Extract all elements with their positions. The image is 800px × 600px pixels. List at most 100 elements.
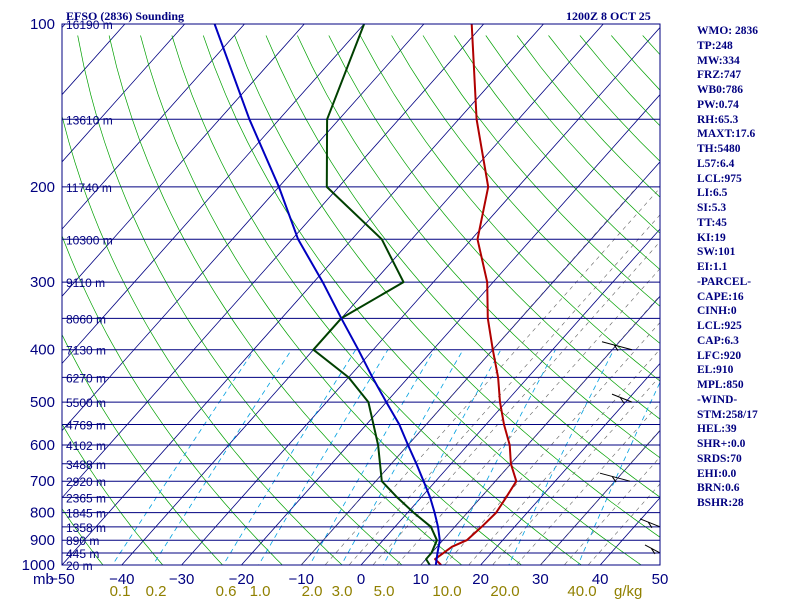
- dry-adiabat: [62, 508, 104, 565]
- isotherm-line: [360, 228, 660, 565]
- wind-barb: [611, 393, 633, 404]
- dry-adiabat: [234, 35, 660, 538]
- index-line: CAPE:16: [697, 290, 744, 303]
- axis-labels: 16190 m 13610 m 11740 m 10300 m 9110 m 8060 m…: [22, 16, 669, 600]
- pressure-unit-label: mb: [33, 571, 54, 588]
- pressure-tick-label: 500: [30, 394, 55, 411]
- dry-adiabat: [454, 35, 660, 271]
- pressure-tick-label: 900: [30, 532, 55, 549]
- wind-barb: [601, 341, 633, 351]
- dry-adiabat: [422, 35, 660, 307]
- isotherm-line: [62, 24, 425, 432]
- index-line: LI:6.5: [697, 187, 728, 200]
- moist-adiabat: [300, 186, 638, 565]
- moist-adiabat: [372, 241, 660, 565]
- mixing-ratio-tick-label: 0.6: [216, 583, 237, 600]
- plot-background: [62, 24, 660, 565]
- temperature-tick-label: −50: [49, 571, 74, 588]
- index-line: FRZ:747: [697, 69, 742, 82]
- mixing-ratio-tick-label: 20.0: [490, 583, 519, 600]
- height-label: 7130 m: [66, 344, 106, 358]
- valid-time: 1200Z 8 OCT 25: [566, 9, 651, 23]
- mixing-ratio-tick-label: 40.0: [567, 583, 596, 600]
- isotherm-line: [62, 24, 365, 365]
- index-line: KI:19: [697, 231, 726, 244]
- dew-point-trace: [312, 24, 438, 565]
- height-label: 20 m: [66, 559, 93, 573]
- height-label: 445 m: [66, 547, 99, 561]
- moist-adiabat: [492, 375, 660, 565]
- index-line: EL:910: [697, 364, 734, 377]
- dry-adiabat: [62, 423, 164, 565]
- dry-adiabat: [391, 35, 660, 344]
- pressure-tick-label: 700: [30, 473, 55, 490]
- moist-adiabat: [396, 268, 660, 565]
- isotherm-line: [62, 24, 185, 163]
- index-line: SW:101: [697, 246, 736, 259]
- height-label: 11740 m: [66, 181, 112, 195]
- dry-adiabat: [108, 35, 463, 565]
- index-line: WMO: 2836: [697, 25, 759, 37]
- wind-barb: [639, 518, 661, 529]
- height-label: 10300 m: [66, 233, 113, 247]
- height-label: 13610 m: [66, 113, 113, 127]
- index-line: TP:248: [697, 39, 733, 52]
- index-line: EI:1.1: [697, 261, 728, 273]
- mixing-ratio-tick-label: 0.2: [146, 583, 167, 600]
- plot-frame: [61, 23, 661, 566]
- pressure-tick-label: 400: [30, 342, 55, 359]
- mixing-ratio-line: [111, 349, 255, 565]
- wind-barb: [599, 472, 631, 483]
- mixing-ratio-line: [340, 349, 464, 565]
- moist-adiabat: [468, 348, 660, 565]
- dry-adiabat: [359, 35, 660, 382]
- index-line: BRN:0.6: [697, 482, 740, 495]
- height-label: 1845 m: [66, 507, 106, 521]
- height-label: 9110 m: [66, 276, 105, 290]
- temperature-tick-label: −40: [109, 571, 134, 588]
- index-line: LCL:975: [697, 172, 742, 185]
- isotherm-line: [62, 24, 484, 499]
- isotherm-line: [121, 24, 604, 565]
- temperature-tick-label: 50: [652, 571, 669, 588]
- dry-adiabat: [77, 35, 403, 565]
- mixing-ratio-tick-label: 0.1: [110, 583, 131, 600]
- height-label: 3488 m: [66, 458, 106, 472]
- dry-adiabat: [62, 333, 224, 565]
- index-line: TH:5480: [697, 143, 741, 155]
- index-line: RH:65.3: [697, 113, 739, 126]
- mixing-ratio-tick-label: 10.0: [432, 583, 461, 600]
- mixing-ratio-tick-label: 3.0: [332, 583, 353, 600]
- height-label: 4102 m: [66, 439, 106, 453]
- moist-adiabat: [516, 402, 660, 565]
- isotherm-line: [480, 362, 660, 565]
- index-line: SRDS:70: [697, 452, 742, 465]
- moist-adiabat: [444, 322, 660, 565]
- height-label: 890 m: [66, 534, 99, 548]
- isotherm-line: [0, 24, 5, 565]
- height-label: 2920 m: [66, 475, 106, 489]
- mixing-ratio-tick-label: 1.0: [250, 583, 271, 600]
- mixing-ratio-line: [443, 349, 556, 565]
- isotherm-line: [181, 26, 660, 565]
- mixing-ratio-line: [382, 349, 502, 565]
- pressure-tick-label: 800: [30, 505, 55, 522]
- mixing-ratio-line: [258, 349, 389, 565]
- dry-adiabat: [328, 35, 660, 420]
- isotherm-line: [62, 24, 305, 297]
- index-line: CAP:6.3: [697, 334, 739, 347]
- index-line: CINH:0: [697, 305, 737, 318]
- height-label: 2365 m: [66, 491, 106, 505]
- mixing-ratio-line: [222, 349, 357, 565]
- mixing-ratio-line: [152, 349, 292, 565]
- index-line: LCL:925: [697, 320, 742, 332]
- pressure-tick-label: 600: [30, 437, 55, 454]
- wind-barb: [644, 544, 661, 555]
- background-lines: [0, 24, 660, 565]
- dry-adiabat: [265, 35, 660, 498]
- temperature-tick-label: 0: [357, 571, 365, 588]
- temperature-tick-label: −30: [169, 571, 194, 588]
- dry-adiabat: [202, 35, 642, 565]
- index-line: WB0:786: [697, 84, 743, 96]
